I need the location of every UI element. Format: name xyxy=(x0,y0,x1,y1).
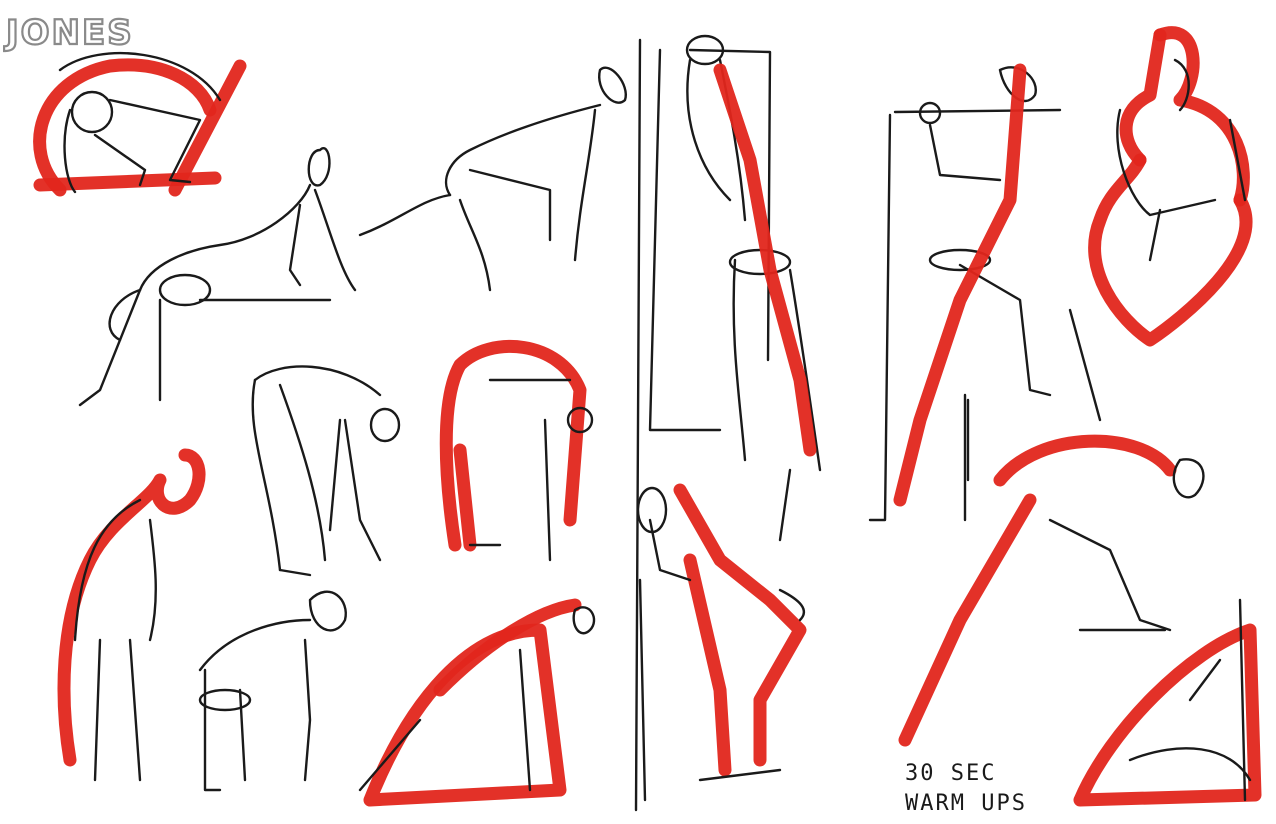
gesture-figure-seated-hunch xyxy=(1088,26,1253,347)
gesture-figure-step-up xyxy=(868,63,1062,522)
caption-line-1: 30 SEC xyxy=(905,761,996,786)
gesture-figure-squat xyxy=(636,468,807,802)
caption-line-2: WARM UPS xyxy=(905,791,1027,816)
gesture-figure-triangle-kneel xyxy=(1073,598,1262,807)
gesture-figure-back-bridge xyxy=(78,147,357,407)
gesture-figure-lunge-reach xyxy=(358,66,627,292)
gesture-figure-diagonal-lunge xyxy=(898,308,1205,747)
page-fold xyxy=(634,38,642,812)
gesture-figure-arch-fold xyxy=(439,339,594,562)
gesture-figure-hanging-stretch xyxy=(648,34,822,472)
artist-signature: JONES xyxy=(4,13,134,53)
gesture-figure-standing-hunch xyxy=(57,448,206,782)
gesture-figure-forward-fold xyxy=(251,365,401,577)
gesture-figure-bent-over xyxy=(198,590,347,792)
gesture-figure-crouch-ball xyxy=(33,52,247,197)
gesture-figure-wedge-stretch xyxy=(358,598,596,807)
